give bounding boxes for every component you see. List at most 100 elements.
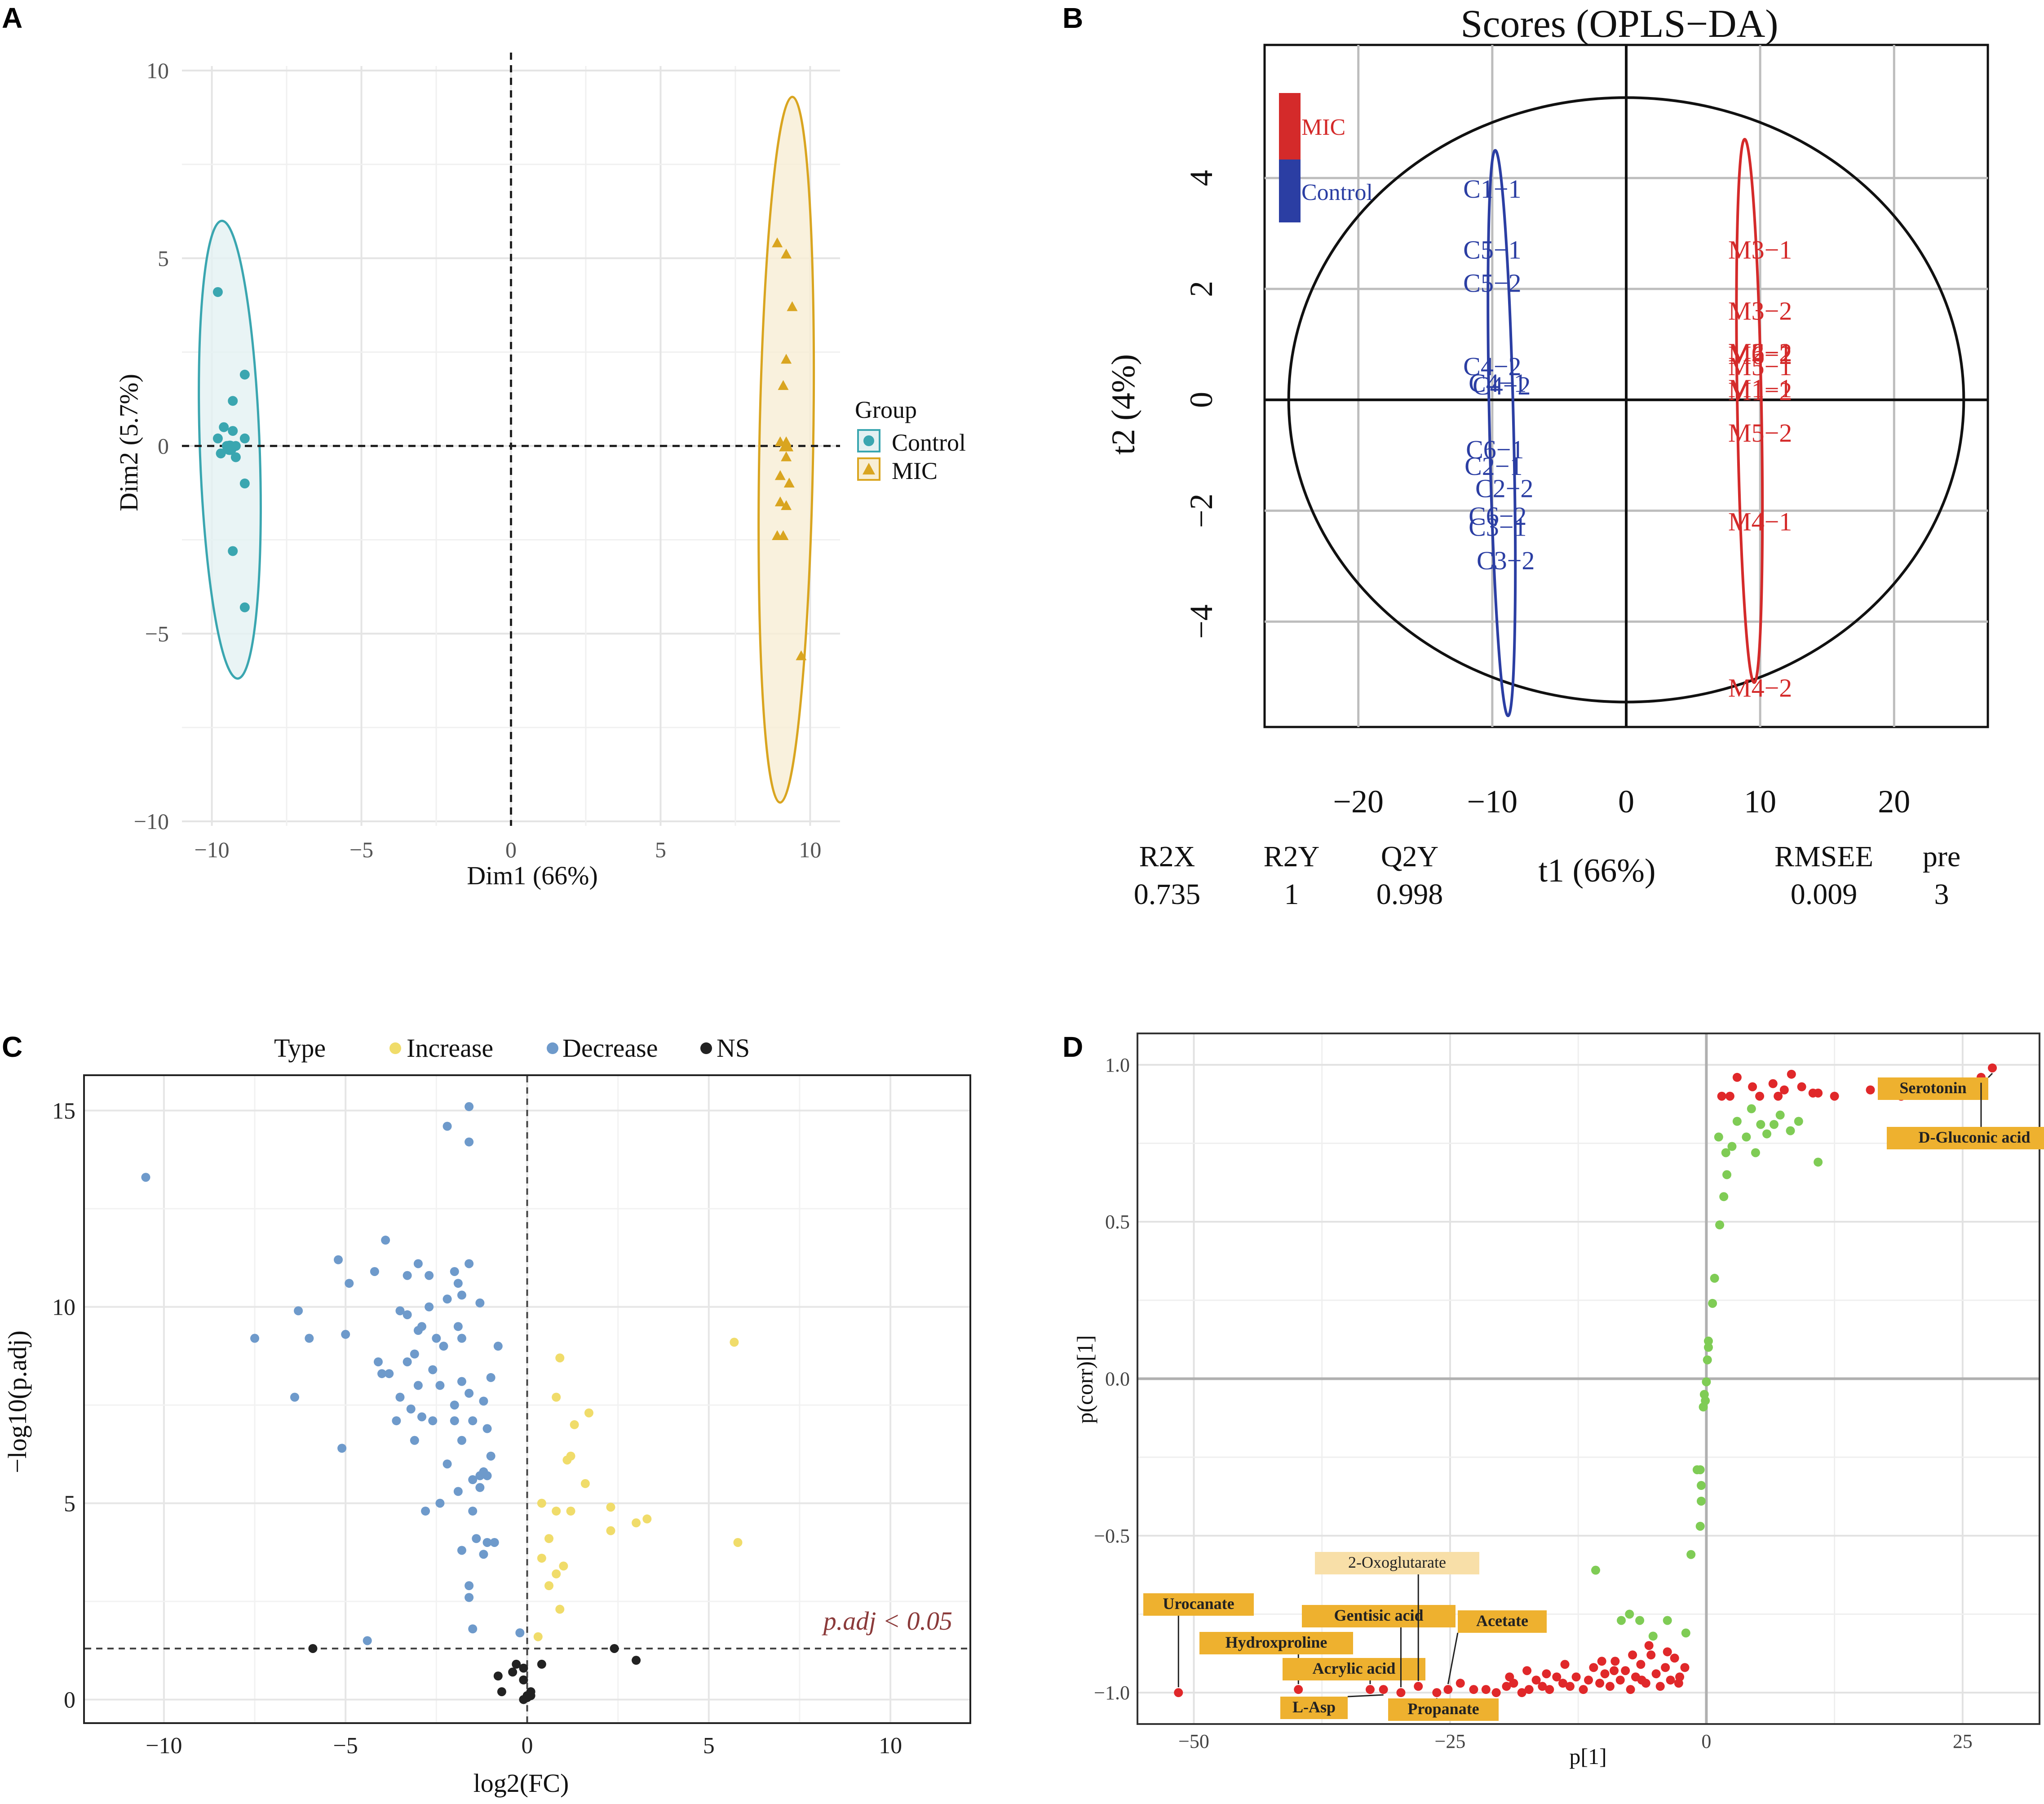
panel-c-point-decrease	[479, 1550, 488, 1559]
panel-c-point-ns	[512, 1659, 521, 1669]
panel-d-point-moderate	[1714, 1132, 1723, 1142]
panel-a-point-mic	[772, 530, 783, 541]
panel-d-point-moderate	[1648, 1631, 1658, 1641]
panel-d-y-tick-label: 0.5	[1105, 1211, 1130, 1233]
panel-d-point-significant	[1396, 1688, 1406, 1698]
panel-d-point-significant	[1651, 1669, 1661, 1679]
panel-d-point-moderate	[1625, 1609, 1634, 1619]
panel-c-legend: Type Increase Decrease NS	[274, 1033, 750, 1063]
panel-c-point-increase	[580, 1479, 590, 1488]
panel-d-annotation-box	[1315, 1552, 1479, 1574]
panel-c-point-ns	[632, 1656, 641, 1665]
panel-d-point-significant	[1365, 1685, 1375, 1694]
panel-b-point-label: M6−2	[1728, 341, 1792, 370]
panel-b-y-tick-label: 2	[1183, 281, 1219, 297]
panel-d-point-significant	[1491, 1688, 1501, 1698]
panel-b-stats: R2X 0.735 R2Y 1 Q2Y 0.998 RMSEE 0.009 pr…	[1134, 840, 1960, 911]
panel-d-point-significant	[1565, 1682, 1575, 1691]
panel-d-annotation-box	[1280, 1697, 1348, 1719]
panel-d-point-moderate	[1715, 1220, 1725, 1230]
panel-d-point-significant	[1174, 1688, 1183, 1698]
panel-b-point-label: M3−1	[1728, 235, 1792, 265]
panel-c-point-increase	[642, 1514, 652, 1524]
panel-b-x-tick-label: −20	[1333, 784, 1384, 820]
panel-b-y-tick-label: −4	[1183, 604, 1219, 639]
panel-b-point-label: C3−1	[1469, 513, 1526, 542]
panel-b-ellipse-mic	[1735, 137, 1764, 684]
panel-c-point-decrease	[465, 1581, 474, 1591]
panel-d-point-significant	[1755, 1091, 1765, 1101]
panel-d-point-significant	[1524, 1685, 1534, 1694]
panel-d-annotation-box	[1878, 1077, 1988, 1100]
panel-d-point-moderate	[1721, 1148, 1730, 1157]
panel-c-point-decrease	[482, 1538, 492, 1547]
panel-a-point-control	[219, 422, 229, 432]
panel-b-legend-control-swatch	[1279, 160, 1301, 222]
panel-d-annotation-box	[1143, 1593, 1254, 1616]
panel-b-point-label: M6−1	[1728, 338, 1792, 367]
panel-d-point-significant	[1469, 1685, 1478, 1694]
panel-d-point-significant	[1571, 1672, 1581, 1682]
panel-d-annotation-label: L-Asp	[1292, 1698, 1336, 1716]
panel-d-point-moderate	[1702, 1377, 1711, 1387]
panel-a-legend-title: Group	[855, 396, 917, 423]
panel-c-point-decrease	[453, 1487, 463, 1496]
panel-c-point-decrease	[141, 1173, 150, 1182]
panel-d-point-significant	[1674, 1679, 1683, 1688]
panel-d-point-moderate	[1635, 1616, 1645, 1625]
panel-c-point-decrease	[428, 1365, 438, 1374]
panel-c-point-increase	[552, 1569, 561, 1578]
panel-c-point-decrease	[403, 1310, 412, 1320]
panel-d-annotation-label: Hydroxproline	[1226, 1633, 1327, 1651]
panel-b-stat-r2x-label: R2X	[1139, 840, 1195, 873]
panel-b-point-label: C4−2	[1473, 371, 1531, 400]
panel-d-s-plot: Urocanate Hydroxproline L-Asp Acrylic acid G…	[1072, 1033, 2044, 1769]
panel-b-stat-pre-label: pre	[1923, 840, 1960, 873]
panel-c-point-decrease	[439, 1342, 448, 1351]
panel-c-legend-increase-marker	[389, 1042, 401, 1054]
panel-d-point-significant	[1866, 1085, 1875, 1095]
panel-a-point-mic	[796, 650, 807, 660]
panel-b-legend: MIC Control	[1279, 93, 1373, 222]
panel-a-point-control	[239, 369, 250, 380]
panel-d-x-axis-label: p[1]	[1569, 1744, 1606, 1769]
panel-c-point-ns	[519, 1675, 528, 1684]
panel-a-point-control	[239, 602, 250, 612]
panel-c-point-ns	[508, 1667, 518, 1677]
panel-d-y-tick-label: 0.0	[1105, 1368, 1130, 1390]
panel-c-point-decrease	[341, 1330, 350, 1339]
panel-d-point-significant	[1610, 1666, 1619, 1675]
panel-c-point-decrease	[373, 1357, 383, 1366]
panel-label-a: A	[2, 2, 22, 34]
panel-d-point-moderate	[1697, 1481, 1706, 1490]
panel-d-annotation-label: Gentisic acid	[1334, 1606, 1424, 1624]
panel-c-x-axis-label: log2(FC)	[473, 1769, 569, 1798]
panel-d-y-axis-label: p(corr)[1]	[1072, 1335, 1097, 1423]
panel-d-point-moderate	[1695, 1521, 1705, 1531]
panel-d-x-tick-label: −50	[1178, 1730, 1209, 1752]
panel-c-point-decrease	[435, 1498, 445, 1508]
panel-c-point-decrease	[493, 1342, 503, 1351]
panel-d-annotation-leader	[1987, 1073, 1993, 1078]
panel-c-point-decrease	[475, 1298, 485, 1308]
panel-b-point-label: C6−2	[1469, 501, 1526, 531]
panel-b-point-label: M1−1	[1728, 374, 1792, 403]
panel-d-y-tick-label: −1.0	[1094, 1682, 1130, 1704]
panel-c-point-decrease	[453, 1322, 463, 1331]
panel-c-point-decrease	[468, 1624, 478, 1634]
panel-b-x-tick-label: 20	[1878, 784, 1910, 820]
panel-c-y-tick-label: 5	[64, 1491, 75, 1517]
panel-d-tick-labels: −50 −25 0 25 −1.0 −0.5 0.0 0.5 1.0	[1094, 1054, 1973, 1752]
panel-a-point-mic	[781, 451, 792, 461]
panel-c-point-decrease	[482, 1471, 492, 1480]
panel-a-x-tick-label: −10	[194, 837, 229, 862]
panel-c-point-ns	[537, 1659, 546, 1669]
panel-d-point-significant	[1646, 1650, 1656, 1660]
panel-d-point-significant	[1830, 1091, 1839, 1101]
panel-b-stat-rmsee-label: RMSEE	[1774, 840, 1873, 873]
panel-a-x-tick-label: 5	[655, 837, 666, 862]
panel-c-point-increase	[632, 1518, 641, 1528]
panel-c-point-decrease	[403, 1357, 412, 1366]
panel-c-point-decrease	[450, 1267, 459, 1276]
panel-b-point-label: M5−2	[1728, 418, 1792, 448]
